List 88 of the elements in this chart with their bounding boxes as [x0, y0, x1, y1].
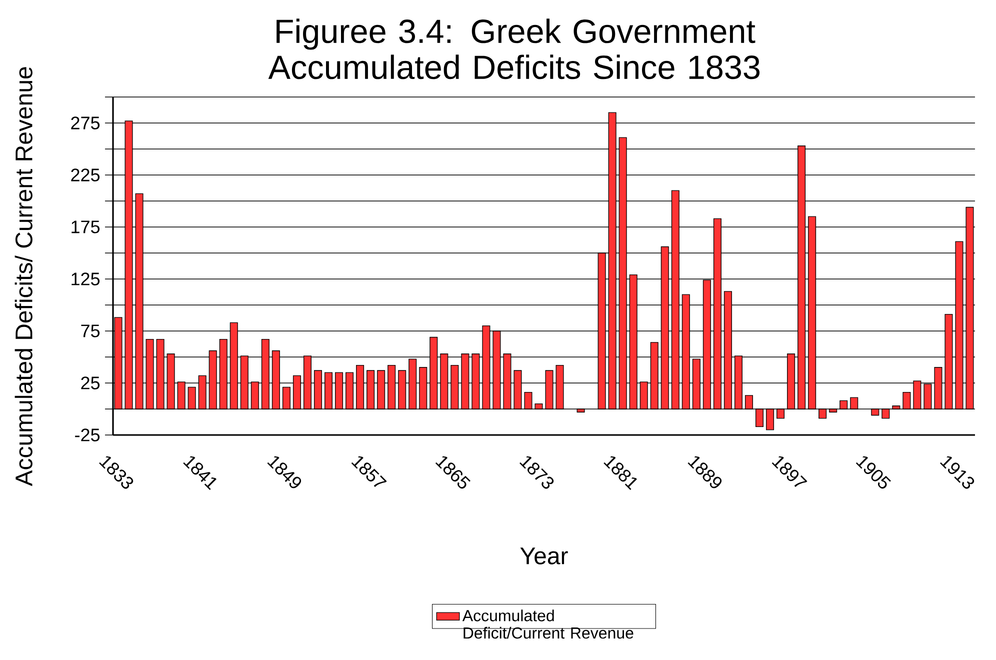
- bar: [650, 342, 658, 410]
- y-tick-label: 175: [72, 220, 100, 234]
- bar: [524, 392, 532, 410]
- bar: [702, 280, 711, 410]
- bar: [408, 358, 417, 410]
- bar: [388, 364, 396, 410]
- bar: [734, 356, 742, 410]
- bar: [492, 330, 501, 410]
- bar: [219, 338, 228, 410]
- bar: [576, 408, 585, 412]
- bar: [545, 370, 554, 410]
- bar: [776, 408, 785, 419]
- bar: [944, 314, 953, 410]
- bar: [250, 382, 259, 410]
- bar: [261, 338, 270, 410]
- bar: [303, 356, 312, 410]
- bar: [744, 395, 753, 410]
- y-tick-label: -25: [75, 428, 100, 442]
- bar: [240, 356, 248, 410]
- bar: [808, 216, 816, 410]
- bar: [503, 354, 512, 410]
- bar: [787, 354, 796, 410]
- bar: [146, 338, 154, 410]
- bar: [135, 193, 144, 410]
- bar: [198, 375, 206, 410]
- bar: [598, 252, 606, 410]
- bar: [450, 364, 459, 410]
- y-tick-label: 275: [71, 116, 100, 130]
- bar: [829, 408, 838, 412]
- y-tick-label: 125: [72, 272, 100, 286]
- bar: [850, 397, 858, 410]
- bar: [208, 350, 217, 410]
- bar: [346, 372, 354, 410]
- bar: [534, 403, 543, 410]
- bar: [398, 370, 406, 410]
- bar: [377, 370, 386, 410]
- bar: [282, 386, 290, 410]
- bar: [366, 370, 375, 410]
- bar: [177, 382, 186, 410]
- bar: [514, 370, 522, 410]
- bar: [482, 325, 490, 410]
- bar: [798, 146, 806, 410]
- bar: [608, 112, 616, 410]
- x-axis-title: Year: [520, 548, 568, 564]
- bar: [682, 294, 690, 410]
- bar: [818, 408, 827, 419]
- bar: [840, 400, 848, 410]
- bar: [556, 364, 564, 410]
- bar: [156, 338, 164, 410]
- bar: [440, 354, 448, 410]
- bar: [419, 367, 428, 410]
- bar: [324, 372, 333, 410]
- y-tick-label: 225: [71, 168, 100, 182]
- bar: [671, 190, 680, 410]
- bar: [335, 372, 344, 410]
- bar: [934, 367, 942, 410]
- bar: [882, 408, 890, 419]
- bar: [713, 218, 722, 410]
- chart-title: Figuree 3.4: Greek Government Accumulated Deficits Since 1833: [268, 18, 760, 80]
- bar: [618, 137, 627, 410]
- bar: [629, 274, 638, 410]
- bar: [724, 291, 732, 410]
- bar: [472, 354, 480, 410]
- bar: [902, 392, 911, 410]
- legend-label: Accumulated Deficit/Current Revenue: [462, 610, 634, 639]
- bar: [292, 375, 301, 410]
- bar: [314, 370, 322, 410]
- bar: [188, 386, 196, 410]
- bar: [356, 364, 364, 410]
- bar: [430, 336, 438, 410]
- bar: [230, 322, 238, 410]
- bar: [766, 408, 774, 430]
- y-tick-label: 75: [81, 324, 100, 338]
- bar: [755, 408, 764, 428]
- bar: [660, 246, 669, 410]
- bar: [272, 350, 280, 410]
- y-axis-title: Accumulated Deficits/ Current Revenue: [14, 67, 32, 486]
- bar: [955, 241, 964, 410]
- bar: [640, 382, 648, 410]
- bar: [913, 380, 922, 410]
- bar: [461, 354, 470, 410]
- bar: [871, 408, 880, 416]
- y-tick-label: 25: [81, 376, 100, 390]
- bar: [124, 120, 133, 410]
- bar: [166, 354, 175, 410]
- bar: [892, 406, 900, 410]
- bar: [692, 358, 700, 410]
- bar: [924, 384, 932, 410]
